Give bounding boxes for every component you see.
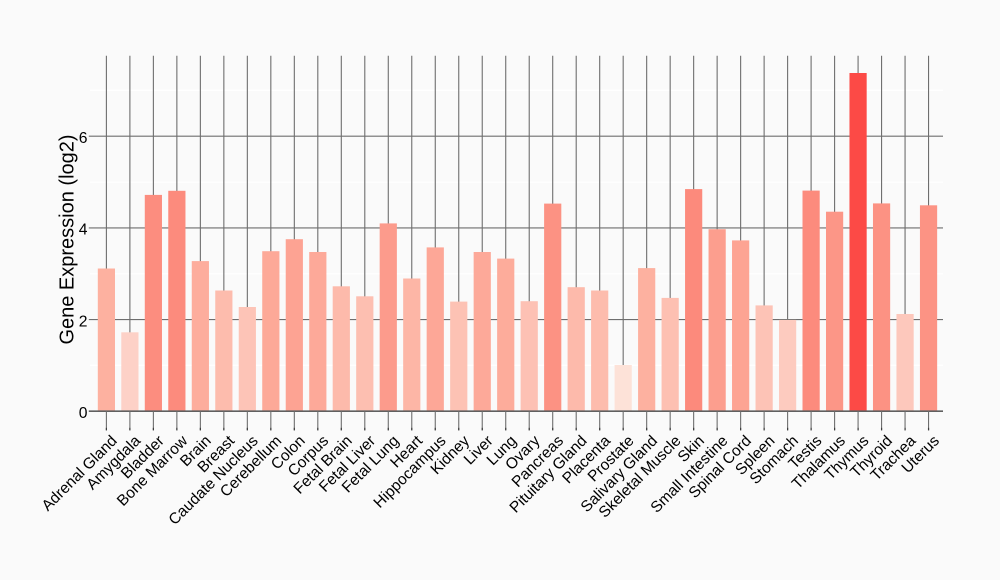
svg-text:6: 6: [79, 130, 88, 147]
svg-text:4: 4: [79, 222, 88, 239]
svg-text:2: 2: [79, 313, 88, 330]
svg-text:Gene Expression (log2): Gene Expression (log2): [57, 134, 79, 344]
svg-text:0: 0: [79, 405, 88, 422]
